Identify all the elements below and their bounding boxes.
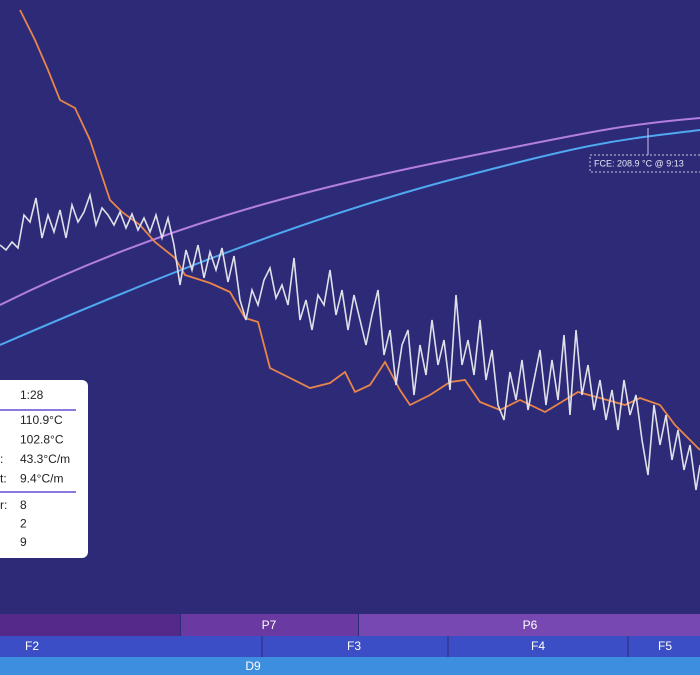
blue-curve [0, 129, 700, 346]
phase-segment [0, 614, 180, 636]
stage-label: F4 [531, 639, 545, 653]
tooltip-label: : [0, 452, 3, 466]
tooltip-value: 43.3°C/m [20, 452, 70, 466]
fce-label: FCE: 208.9 °C @ 9:13 [594, 158, 684, 168]
stage-label: F3 [347, 639, 361, 653]
stage-label: F2 [25, 639, 39, 653]
tooltip-value: 110.9°C [20, 413, 63, 427]
stage-row [0, 636, 700, 657]
fce-box [589, 154, 700, 173]
tooltip-value: 2 [20, 517, 27, 531]
tooltip-panel [0, 380, 88, 558]
phase-label: P6 [523, 618, 538, 632]
tooltip-value: 9.4°C/m [20, 472, 63, 486]
overall-label: D9 [245, 659, 261, 673]
tooltip-value: 9 [20, 535, 27, 549]
overall-row [0, 657, 700, 675]
stage-label: F5 [658, 639, 672, 653]
phase-segment [181, 614, 358, 636]
tooltip-time: 1:28 [20, 388, 44, 402]
tooltip-value: 102.8°C [20, 433, 64, 447]
tooltip-label: r: [0, 498, 7, 512]
white-curve [0, 191, 700, 491]
phase-label: P7 [262, 618, 277, 632]
orange-curve [19, 9, 700, 451]
tooltip-label: t: [0, 472, 7, 486]
purple-curve [0, 117, 700, 306]
phase-segment [359, 614, 700, 636]
tooltip-value: 8 [20, 498, 27, 512]
